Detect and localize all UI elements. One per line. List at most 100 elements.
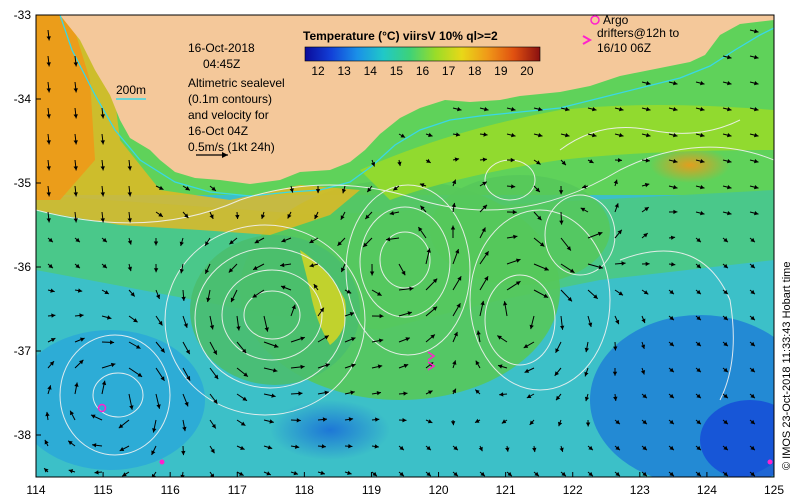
velocity-arrow-head — [754, 81, 759, 86]
velocity-arrow-head — [110, 362, 116, 368]
velocity-arrow-head — [696, 367, 701, 373]
contour-ring — [379, 231, 431, 289]
sea-level-contours — [36, 119, 774, 456]
velocity-arrow-head — [482, 204, 487, 210]
velocity-arrow-head — [750, 367, 755, 373]
velocity-arrow-head — [322, 417, 327, 422]
contour-line — [559, 119, 741, 151]
velocity-arrow-head — [210, 473, 215, 477]
velocity-arrow-head — [588, 445, 593, 451]
velocity-arrow-head — [184, 401, 189, 407]
contour-ring — [469, 209, 611, 391]
longitude-tick-label: 118 — [295, 483, 314, 497]
colorbar-tick-label: 13 — [337, 64, 351, 78]
velocity-arrow-head — [75, 263, 80, 269]
argo-drifters — [97, 351, 773, 465]
velocity-arrow-head — [127, 166, 132, 171]
velocity-arrow-head — [293, 471, 298, 476]
velocity-arrow-head — [240, 445, 245, 450]
velocity-arrow-head — [727, 107, 732, 112]
velocity-arrow-head — [450, 225, 456, 230]
velocity-arrow-head — [529, 324, 534, 330]
velocity-arrow-head — [300, 336, 305, 341]
velocity-arrow-head — [351, 337, 356, 342]
velocity-arrow-head — [73, 140, 78, 145]
velocity-arrow-head — [376, 391, 381, 396]
velocity-arrow-head — [346, 289, 352, 294]
velocity-arrow-head — [129, 405, 134, 410]
velocity-arrow-head — [347, 470, 352, 475]
velocity-arrow-head — [669, 419, 674, 425]
drifter-track-marker — [427, 351, 436, 371]
velocity-arrow-head — [48, 263, 53, 269]
colorbar-tick-label: 15 — [390, 64, 404, 78]
velocity-arrow-head — [273, 343, 279, 348]
velocity-arrow-head — [242, 396, 247, 401]
velocity-arrow-head — [750, 263, 755, 269]
colorbar-tick-label: 17 — [442, 64, 456, 78]
velocity-arrow-head — [46, 140, 51, 145]
velocity-arrow-head — [569, 268, 575, 273]
velocity-arrow-head — [556, 395, 561, 401]
contour-ring — [92, 372, 144, 418]
velocity-arrow-head — [409, 286, 414, 291]
velocity-arrow-head — [450, 421, 456, 426]
velocity-arrow-head — [643, 290, 649, 295]
velocity-arrow-head — [182, 426, 187, 432]
velocity-arrow-head — [560, 325, 565, 330]
velocity-arrow-head — [184, 213, 189, 218]
longitude-tick-label: 114 — [26, 483, 45, 497]
velocity-arrow-head — [700, 133, 705, 138]
contour-ring — [194, 247, 346, 389]
velocity-arrow-head — [341, 188, 347, 194]
velocity-arrow-head — [47, 385, 52, 390]
velocity-arrow-head — [427, 419, 433, 424]
latitude-tick-label: -37 — [14, 344, 32, 358]
velocity-arrow-head — [565, 133, 570, 138]
velocity-arrow-head — [621, 261, 626, 266]
velocity-arrow-head — [50, 338, 56, 342]
velocity-arrow-head — [507, 471, 512, 477]
velocity-arrow-head — [538, 107, 543, 112]
velocity-arrow-head — [102, 263, 107, 269]
velocity-arrow-head — [158, 212, 163, 217]
velocity-arrow-head — [537, 215, 542, 221]
velocity-arrow-head — [127, 218, 132, 223]
velocity-arrow-head — [696, 341, 701, 347]
velocity-arrow-head — [77, 288, 83, 293]
drifter-marker — [767, 459, 773, 465]
colorbar-tick-label: 20 — [520, 64, 534, 78]
velocity-arrow-head — [102, 237, 107, 243]
legend-line: (0.1m contours) — [188, 92, 272, 106]
legend-line: 16-Oct 04Z — [188, 124, 248, 138]
velocity-arrow-head — [428, 132, 433, 137]
nearshore-warm-band — [360, 105, 774, 200]
velocity-arrow-head — [407, 311, 412, 316]
velocity-arrow-head — [430, 334, 435, 339]
velocity-arrow-head — [750, 393, 755, 399]
velocity-arrow-head — [452, 388, 456, 394]
velocity-arrow-head — [426, 471, 431, 477]
velocity-arrow-head — [180, 474, 185, 477]
contour-ring — [59, 334, 171, 456]
velocity-arrow-head — [475, 360, 480, 366]
velocity-arrow-head — [475, 418, 480, 423]
velocity-arrow-head — [46, 36, 51, 41]
velocity-arrow-head — [101, 380, 107, 386]
velocity-arrow-head — [281, 285, 286, 290]
velocity-arrow-head — [510, 157, 515, 163]
latitude-tick-label: -36 — [14, 260, 32, 274]
velocity-arrow-head — [363, 242, 368, 247]
velocity-arrow-head — [348, 444, 353, 449]
velocity-arrow-head — [700, 185, 705, 190]
velocity-arrow-head — [529, 420, 534, 425]
velocity-arrow-head — [156, 404, 161, 409]
velocity-arrow-head — [73, 218, 78, 223]
velocity-arrow-head — [367, 187, 372, 193]
velocity-arrow-head — [79, 359, 84, 365]
velocity-arrow-head — [669, 471, 674, 477]
velocity-arrow-head — [319, 307, 324, 313]
longitude-tick-label: 122 — [563, 483, 583, 497]
velocity-arrow-head — [534, 471, 539, 477]
velocity-arrow-head — [179, 268, 184, 274]
